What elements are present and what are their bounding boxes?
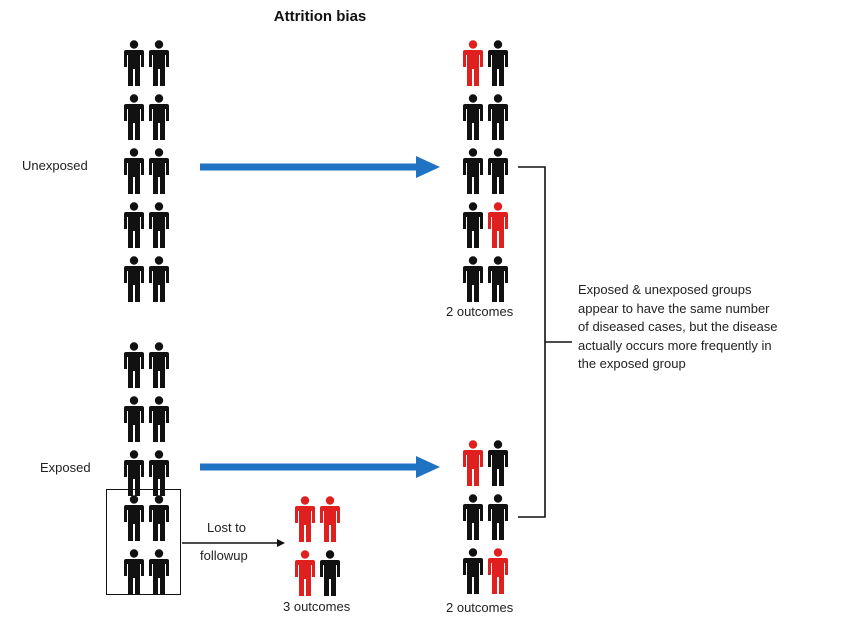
person-pair — [123, 396, 170, 442]
person-icon — [124, 342, 144, 388]
diseased-person-icon — [295, 550, 315, 596]
person-icon — [463, 494, 483, 540]
person-pair — [462, 494, 509, 540]
person-pair — [123, 549, 170, 595]
person-pair — [462, 40, 509, 86]
person-icon — [149, 342, 169, 388]
lost-to-followup-box — [106, 489, 181, 595]
person-pair — [123, 148, 170, 194]
person-icon — [488, 494, 508, 540]
diseased-person-icon — [463, 440, 483, 486]
diseased-person-icon — [295, 496, 315, 542]
diseased-person-icon — [463, 40, 483, 86]
unexposed-start-group — [123, 40, 170, 310]
person-icon — [124, 495, 144, 541]
person-icon — [124, 396, 144, 442]
person-pair — [462, 148, 509, 194]
diagram-title: Attrition bias — [273, 8, 367, 25]
unexposed-outcomes-label: 2 outcomes — [446, 304, 514, 319]
person-pair — [123, 94, 170, 140]
unexposed-label: Unexposed — [22, 158, 88, 173]
person-pair — [462, 94, 509, 140]
person-icon — [488, 40, 508, 86]
person-icon — [463, 148, 483, 194]
person-icon — [124, 549, 144, 595]
person-icon — [149, 450, 169, 496]
person-icon — [124, 256, 144, 302]
person-pair — [294, 550, 341, 596]
explanation-note: Exposed & unexposed groups appear to hav… — [578, 282, 778, 371]
person-icon — [124, 40, 144, 86]
person-icon — [149, 148, 169, 194]
comparison-bracket — [518, 166, 572, 518]
person-pair — [462, 440, 509, 486]
unexposed-end-group — [462, 40, 509, 310]
person-icon — [463, 94, 483, 140]
person-icon — [124, 450, 144, 496]
exposed-lost-group — [123, 495, 170, 603]
exposed-start-group — [123, 342, 170, 504]
lost-arrow — [182, 539, 285, 547]
person-icon — [488, 94, 508, 140]
lost-outcomes-group — [294, 496, 341, 604]
person-pair — [123, 202, 170, 248]
person-icon — [149, 94, 169, 140]
exposed-label: Exposed — [40, 460, 91, 475]
person-icon — [149, 202, 169, 248]
person-icon — [463, 548, 483, 594]
person-pair — [123, 495, 170, 541]
person-icon — [149, 549, 169, 595]
person-icon — [463, 256, 483, 302]
person-pair — [123, 342, 170, 388]
diseased-person-icon — [488, 202, 508, 248]
unexposed-arrow — [200, 156, 440, 178]
lost-to-followup-label-line2: followup — [200, 548, 248, 563]
person-icon — [124, 202, 144, 248]
person-pair — [462, 548, 509, 594]
exposed-end-group — [462, 440, 509, 602]
person-pair — [123, 256, 170, 302]
diseased-person-icon — [320, 496, 340, 542]
person-pair — [462, 202, 509, 248]
person-icon — [463, 202, 483, 248]
person-pair — [123, 450, 170, 496]
exposed-outcomes-label: 2 outcomes — [446, 600, 514, 615]
person-pair — [294, 496, 341, 542]
person-icon — [320, 550, 340, 596]
person-icon — [149, 40, 169, 86]
person-icon — [149, 256, 169, 302]
person-icon — [488, 440, 508, 486]
person-icon — [488, 148, 508, 194]
exposed-arrow — [200, 456, 440, 478]
person-icon — [488, 256, 508, 302]
person-icon — [149, 495, 169, 541]
lost-to-followup-label-line1: Lost to — [207, 520, 247, 535]
person-pair — [462, 256, 509, 302]
person-icon — [149, 396, 169, 442]
lost-outcomes-label: 3 outcomes — [283, 599, 351, 614]
person-pair — [123, 40, 170, 86]
person-icon — [124, 94, 144, 140]
diseased-person-icon — [488, 548, 508, 594]
person-icon — [124, 148, 144, 194]
